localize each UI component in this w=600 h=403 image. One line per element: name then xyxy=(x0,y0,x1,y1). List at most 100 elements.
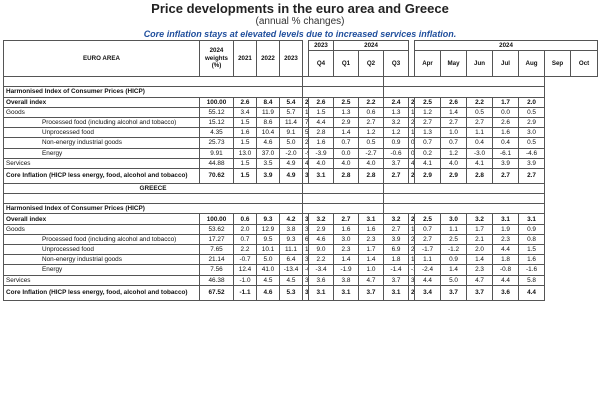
empty-cell xyxy=(382,203,546,215)
value-cell: 3.6 xyxy=(308,274,334,286)
value-cell: 3.2 xyxy=(466,213,494,225)
value-cell: 2.2 xyxy=(308,254,334,266)
value-cell: 2.6 xyxy=(492,116,520,129)
value-cell: 1.0 xyxy=(440,127,468,139)
value-cell: 0.2 xyxy=(414,147,442,159)
value-cell: 4.9 xyxy=(279,167,303,184)
table-row: Goods53.622.012.93.83.72.91.61.62.71.40.… xyxy=(3,223,598,235)
value-cell: -0.7 xyxy=(233,254,257,266)
value-cell: 2.6 xyxy=(308,96,334,108)
value-cell: -9.8 xyxy=(302,147,309,159)
value-cell: 9.3 xyxy=(279,233,303,246)
value-cell: 3.1 xyxy=(302,274,309,286)
value-cell: 1.1 xyxy=(466,127,494,139)
value-cell: 2.9 xyxy=(302,137,309,149)
value-cell: 9.1 xyxy=(279,127,303,139)
value-cell: 1.4 xyxy=(466,254,494,266)
group-header-euro-area: EURO AREA xyxy=(3,39,200,78)
value-cell: 1.5 xyxy=(233,116,257,129)
value-cell: 0.0 xyxy=(333,147,359,159)
value-cell: 0.5 xyxy=(358,137,384,149)
table-row: Unprocessed food7.652.210.111.112.59.02.… xyxy=(3,243,598,256)
value-cell: 3.6 xyxy=(492,284,520,301)
table-row: Services46.38-1.04.54.53.13.63.84.73.73.… xyxy=(3,274,598,286)
value-cell: 3.7 xyxy=(358,284,384,301)
value-cell: 2.9 xyxy=(308,223,334,235)
group-header-greece: GREECE xyxy=(3,182,303,195)
value-cell: 4.0 xyxy=(358,157,384,169)
table-row: Non-energy industrial goods 21.14 -0.7 5.0 6… xyxy=(3,254,598,266)
value-cell: 2.5 xyxy=(414,213,442,225)
value-cell: 2.2 xyxy=(466,96,494,108)
value-cell: 3.2 xyxy=(302,254,309,266)
empty-cell xyxy=(382,193,546,205)
month-header: Jul xyxy=(492,50,520,78)
value-cell: 4.6 xyxy=(308,233,334,246)
value-cell: 1.6 xyxy=(492,127,520,139)
value-cell: 2.8 xyxy=(333,167,359,184)
value-cell: 3.7 xyxy=(382,157,410,169)
value-cell: 4.5 xyxy=(279,274,303,286)
value-cell: 3.1 xyxy=(382,284,410,301)
row-label: Goods xyxy=(3,106,200,118)
value-cell: 2.7 xyxy=(492,167,520,184)
row-label: Core Inflation (HICP less energy, food, … xyxy=(3,284,200,301)
value-cell: 4.2 xyxy=(279,213,303,225)
row-label: Overall index xyxy=(3,213,200,225)
highlight-note: Core inflation stays at elevated levels … xyxy=(143,29,457,39)
value-cell: -2.4 xyxy=(414,264,442,276)
value-cell: 41.0 xyxy=(256,264,280,276)
value-cell: 7.56 xyxy=(199,264,234,276)
value-cell: 2.8 xyxy=(466,167,494,184)
value-cell: 7.1 xyxy=(302,116,309,129)
value-cell: 0.7 xyxy=(414,223,442,235)
value-cell: 3.1 xyxy=(492,213,520,225)
value-cell: 3.5 xyxy=(302,213,309,225)
value-cell: 1.6 xyxy=(333,223,359,235)
value-cell: 4.4 xyxy=(492,243,520,256)
value-cell: 2.0 xyxy=(466,243,494,256)
quarter-header: Q4 xyxy=(308,50,334,78)
value-cell: 3.9 xyxy=(382,233,410,246)
value-cell: 1.4 xyxy=(440,106,468,118)
value-cell: 2.7 xyxy=(302,96,309,108)
value-cell: -0.6 xyxy=(382,147,410,159)
value-cell: 6.9 xyxy=(382,243,410,256)
value-cell: 3.7 xyxy=(466,284,494,301)
value-cell: 2.4 xyxy=(408,213,416,225)
value-cell: 2.8 xyxy=(408,116,416,129)
section-label: Harmonised Index of Consumer Prices (HIC… xyxy=(3,86,303,98)
value-cell: 1.9 xyxy=(492,223,520,235)
table-row: Energy7.5612.441.0-13.4-6.0-3.4-1.91.0-1… xyxy=(3,264,598,276)
empty-cell xyxy=(302,193,384,205)
value-cell: 2.9 xyxy=(414,167,442,184)
empty-cell xyxy=(382,182,546,195)
value-cell: 0.6 xyxy=(233,213,257,225)
value-cell: 0.5 xyxy=(518,106,546,118)
value-cell: 0.8 xyxy=(518,233,546,246)
header-row-sub: Q4 Q1 Q2 Q3 Apr May Jun Jul Aug Sep Oct xyxy=(4,50,599,78)
value-cell: 1.6 xyxy=(233,127,257,139)
value-cell: 11.9 xyxy=(256,106,280,118)
price-table: EURO AREA 2024 weights (%) 2021 2022 202… xyxy=(3,39,599,301)
value-cell: 3.1 xyxy=(333,284,359,301)
value-cell: 1.5 xyxy=(518,243,546,256)
value-cell: -6.1 xyxy=(492,147,520,159)
value-cell: 2.9 xyxy=(440,167,468,184)
value-cell: 2.5 xyxy=(408,233,416,246)
value-cell: 1.2 xyxy=(440,147,468,159)
value-cell: 0.6 xyxy=(358,106,384,118)
value-cell: 2.4 xyxy=(382,96,410,108)
value-cell: 2.6 xyxy=(408,96,416,108)
header-row-top: EURO AREA 2024 weights (%) 2021 2022 202… xyxy=(3,39,599,78)
value-cell: 37.0 xyxy=(256,147,280,159)
value-cell: 3.0 xyxy=(440,213,468,225)
empty-cell xyxy=(3,76,303,88)
table-row: Goods55.123.411.95.71.71.51.30.61.31.31.… xyxy=(3,106,598,118)
year-header-2022: 2022 xyxy=(256,39,280,78)
value-cell: 5.9 xyxy=(302,127,309,139)
value-cell: 6.1 xyxy=(302,233,309,246)
weights-header: 2024 weights (%) xyxy=(199,39,234,78)
value-cell: 3.7 xyxy=(382,274,410,286)
table-row: Processed food (including alcohol and to… xyxy=(3,233,598,246)
